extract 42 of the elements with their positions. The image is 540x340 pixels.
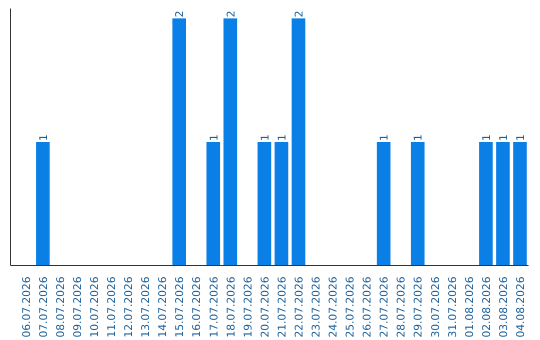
x-tick-label: 19.07.2026 (241, 276, 254, 338)
x-tick-label: 25.07.2026 (344, 276, 357, 338)
x-tick-label: 23.07.2026 (310, 276, 323, 338)
x-tick-label: 20.07.2026 (258, 276, 272, 338)
x-tick-label: 17.07.2026 (207, 276, 220, 338)
x-tick-label: 02.08.2026 (480, 276, 493, 338)
x-tick-label: 22.07.2026 (292, 276, 306, 338)
x-tick-label: 26.07.2026 (360, 276, 374, 338)
data-label: 1 (207, 134, 220, 141)
x-tick-label: 18.07.2026 (224, 276, 238, 338)
data-label: 2 (292, 10, 306, 18)
x-tick-label: 24.07.2026 (326, 276, 340, 338)
data-label: 1 (480, 134, 493, 141)
x-tick-label: 04.08.2026 (514, 276, 527, 338)
data-label: 1 (514, 134, 527, 141)
x-tick-label: 15.07.2026 (173, 276, 186, 338)
x-tick-label: 08.07.2026 (54, 276, 67, 338)
x-tick-label: 11.07.2026 (105, 276, 118, 338)
x-tick-label: 30.07.2026 (428, 276, 442, 338)
x-tick-label: 13.07.2026 (139, 276, 152, 338)
x-tick-label: 06.07.2026 (20, 276, 33, 338)
x-tick-label: 16.07.2026 (190, 276, 204, 338)
data-label: 1 (496, 134, 510, 141)
data-label: 1 (412, 134, 425, 141)
data-label: 2 (173, 10, 186, 18)
x-tick-label: 14.07.2026 (156, 276, 170, 338)
x-tick-label: 29.07.2026 (412, 276, 425, 338)
data-label: 1 (258, 134, 272, 141)
x-tick-label: 07.07.2026 (36, 276, 50, 338)
x-tick-label: 28.07.2026 (394, 276, 408, 338)
data-label: 2 (224, 10, 238, 18)
x-tick-label: 01.08.2026 (462, 276, 476, 338)
x-tick-label: 12.07.2026 (122, 276, 136, 338)
x-tick-label: 27.07.2026 (378, 276, 391, 338)
x-tick-label: 03.08.2026 (496, 276, 510, 338)
x-tick-label: 09.07.2026 (70, 276, 84, 338)
data-label: 1 (378, 134, 391, 141)
data-label: 1 (36, 134, 50, 141)
x-tick-label: 31.07.2026 (446, 276, 459, 338)
x-tick-label: 21.07.2026 (275, 276, 288, 338)
data-label: 1 (275, 134, 288, 141)
x-tick-label: 10.07.2026 (88, 276, 101, 338)
